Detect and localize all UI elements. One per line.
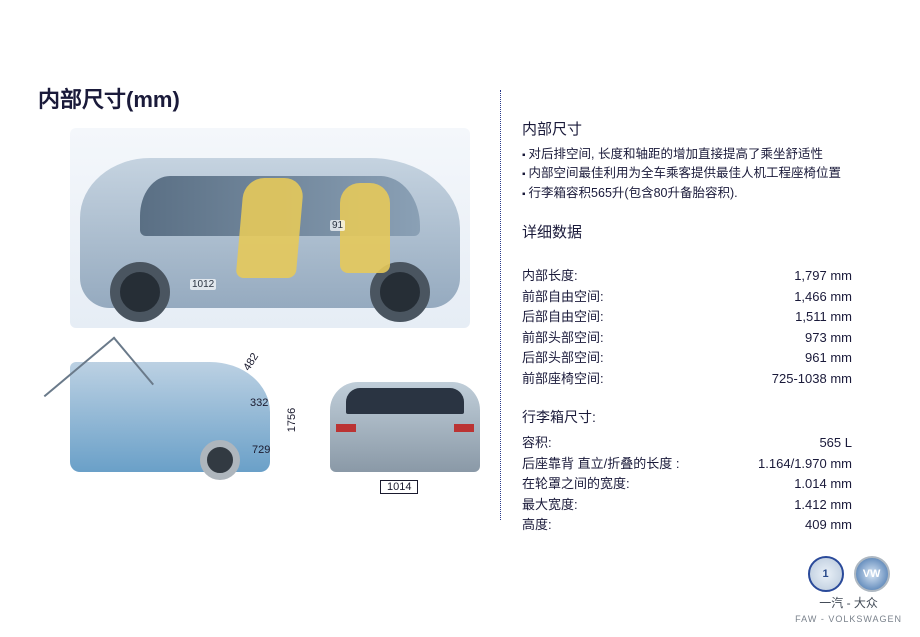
spec-list-2: 容积:565 L 后座靠背 直立/折叠的长度 :1.164/1.970 mm 在… <box>522 433 852 536</box>
dim-label-d2: 1756 <box>286 408 298 432</box>
car-trunk-rear-diagram: 482 1756 332 729 1014 <box>70 352 470 492</box>
vertical-divider <box>500 90 501 520</box>
spec-key: 后部自由空间: <box>522 307 795 328</box>
taillight-right-icon <box>454 424 474 432</box>
spec-row: 高度:409 mm <box>522 515 852 536</box>
spec-key: 高度: <box>522 515 805 536</box>
bullet-list: 对后排空间, 长度和轴距的增加直接提高了乘坐舒适性 内部空间最佳利用为全车乘客提… <box>522 145 852 203</box>
spec-val: 565 L <box>819 433 852 454</box>
dim-label-b: 91 <box>330 220 345 231</box>
spec-val: 961 mm <box>805 348 852 369</box>
brand-text: 一汽 - 大众 FAW - VOLKSWAGEN <box>795 594 902 625</box>
logo-row: 1 VW <box>795 556 902 592</box>
dim-label-d3: 332 <box>250 397 268 409</box>
spec-row: 后部自由空间:1,511 mm <box>522 307 852 328</box>
faw-logo-icon: 1 <box>808 556 844 592</box>
spec-row: 后部头部空间:961 mm <box>522 348 852 369</box>
bullet-item: 内部空间最佳利用为全车乘客提供最佳人机工程座椅位置 <box>522 164 852 183</box>
spec-list-1: 内部长度:1,797 mm 前部自由空间:1,466 mm 后部自由空间:1,5… <box>522 266 852 389</box>
spec-key: 前部自由空间: <box>522 287 794 308</box>
rear-glass-shape <box>346 388 464 414</box>
rear-wheel-icon <box>110 262 170 322</box>
spec-val: 409 mm <box>805 515 852 536</box>
bullet-item: 对后排空间, 长度和轴距的增加直接提高了乘坐舒适性 <box>522 145 852 164</box>
spec-val: 1,466 mm <box>794 287 852 308</box>
spec-row: 在轮罩之间的宽度:1.014 mm <box>522 474 852 495</box>
footer-brand: 1 VW 一汽 - 大众 FAW - VOLKSWAGEN <box>795 556 902 625</box>
car-side-xray-diagram: 1012 91 <box>70 128 470 328</box>
spec-key: 内部长度: <box>522 266 794 287</box>
spec-val: 725-1038 mm <box>772 369 852 390</box>
section2-title: 详细数据 <box>522 221 852 242</box>
vw-logo-icon: VW <box>854 556 890 592</box>
spec-key: 前部座椅空间: <box>522 369 772 390</box>
spec-val: 1.014 mm <box>794 474 852 495</box>
spec-row: 后座靠背 直立/折叠的长度 :1.164/1.970 mm <box>522 454 852 475</box>
spec-val: 973 mm <box>805 328 852 349</box>
car-rear-shape <box>330 382 480 472</box>
diagram-area: 1012 91 482 1756 332 729 1014 <box>70 128 470 492</box>
spec-val: 1.412 mm <box>794 495 852 516</box>
taillight-left-icon <box>336 424 356 432</box>
dim-label-rear-width: 1014 <box>380 480 418 494</box>
section3-title: 行李箱尺寸: <box>522 407 852 427</box>
spec-key: 容积: <box>522 433 819 454</box>
spec-val: 1,511 mm <box>795 307 852 328</box>
page: 内部尺寸(mm) 1012 91 482 1756 <box>0 0 920 637</box>
side-wheel-icon <box>200 440 240 480</box>
trunk-lid-line <box>44 337 154 444</box>
spec-row: 前部座椅空间:725-1038 mm <box>522 369 852 390</box>
dim-label-d4: 729 <box>252 444 270 456</box>
spec-row: 前部头部空间:973 mm <box>522 328 852 349</box>
bullet-item: 行李箱容积565升(包含80升备胎容积). <box>522 184 852 203</box>
spec-key: 在轮罩之间的宽度: <box>522 474 794 495</box>
spec-row: 前部自由空间:1,466 mm <box>522 287 852 308</box>
spec-key: 最大宽度: <box>522 495 794 516</box>
dim-label-d1: 482 <box>241 351 261 373</box>
spec-row: 最大宽度:1.412 mm <box>522 495 852 516</box>
spec-val: 1,797 mm <box>794 266 852 287</box>
spec-row: 容积:565 L <box>522 433 852 454</box>
right-content: 内部尺寸 对后排空间, 长度和轴距的增加直接提高了乘坐舒适性 内部空间最佳利用为… <box>522 118 852 536</box>
brand-en: FAW - VOLKSWAGEN <box>795 614 902 624</box>
spec-key: 后部头部空间: <box>522 348 805 369</box>
front-occupant-shape <box>236 178 305 278</box>
car-side-trunk-shape <box>70 362 270 472</box>
dim-label-a: 1012 <box>190 279 216 290</box>
section1-title: 内部尺寸 <box>522 118 852 139</box>
spec-key: 后座靠背 直立/折叠的长度 : <box>522 454 758 475</box>
spec-val: 1.164/1.970 mm <box>758 454 852 475</box>
brand-cn: 一汽 - 大众 <box>819 596 878 610</box>
rear-occupant-shape <box>340 183 390 273</box>
page-title: 内部尺寸(mm) <box>38 82 180 114</box>
spec-row: 内部长度:1,797 mm <box>522 266 852 287</box>
spec-key: 前部头部空间: <box>522 328 805 349</box>
